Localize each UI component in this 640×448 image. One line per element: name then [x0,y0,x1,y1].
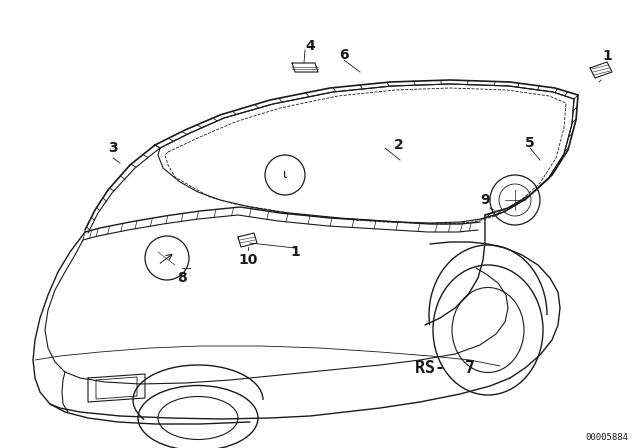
Text: 1: 1 [602,49,612,63]
Text: 8: 8 [177,271,187,285]
Text: 2: 2 [394,138,404,152]
Text: 9: 9 [480,193,490,207]
Text: ι: ι [283,168,287,181]
Text: 3: 3 [108,141,118,155]
Text: 4: 4 [305,39,315,53]
Text: RS-  7: RS- 7 [415,359,475,377]
Text: 5: 5 [525,136,535,150]
Text: 00005884: 00005884 [585,434,628,443]
Text: 1: 1 [290,245,300,259]
Text: 6: 6 [339,48,349,62]
Text: 10: 10 [238,253,258,267]
